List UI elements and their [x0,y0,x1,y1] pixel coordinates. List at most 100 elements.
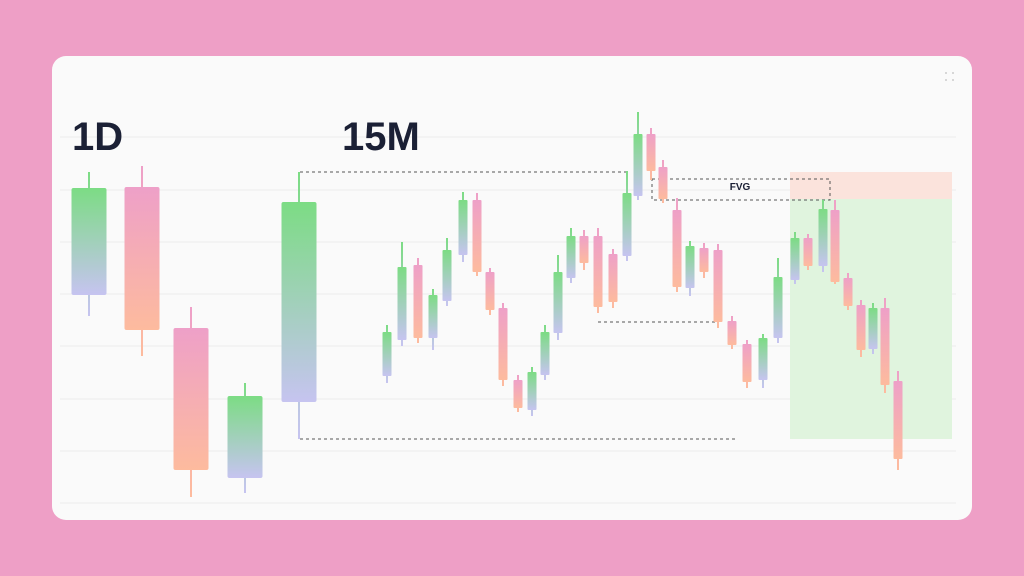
candle-body [727,321,737,345]
candle [540,325,550,380]
candle-body [566,236,576,278]
candle-body [498,308,508,380]
dot [945,79,947,81]
candle-body [442,250,452,301]
candle-body [458,200,468,255]
candles [71,112,903,497]
candle [818,200,828,272]
left-title: 1D [72,115,123,159]
candle-body [579,236,589,263]
candle [71,172,107,316]
candle-body [397,267,407,340]
candle [442,238,452,306]
candle-body [540,332,550,375]
candle [553,255,563,340]
dot [952,79,954,81]
card [52,56,972,520]
candle [593,228,603,313]
candle [227,383,263,493]
candle [498,303,508,386]
candle-body [513,380,523,408]
dot [952,72,954,74]
candle [893,371,903,470]
candle-body [790,238,800,280]
candle-body [658,167,668,199]
candle [773,258,783,343]
candle [428,289,438,350]
candle [727,316,737,349]
candle [397,242,407,346]
candle-body [713,250,723,322]
candle-body [843,278,853,306]
candle-body [472,200,482,272]
candle [622,171,632,261]
candle [830,200,840,284]
candle-body [124,187,160,330]
candle-body [818,209,828,266]
candle-body [868,308,878,349]
candle-body [382,332,392,376]
candle [742,340,752,388]
candle [790,232,800,284]
candle [608,249,618,308]
candle-body [553,272,563,333]
candle-body [685,246,695,288]
candle [513,375,523,412]
candle-body [758,338,768,380]
candle-body [773,277,783,338]
candle-body [413,265,423,338]
stop-zone [790,172,952,199]
candle-body [71,188,107,295]
candle [658,160,668,203]
candle [672,198,682,292]
right-title: 15M [342,115,420,159]
candle-body [646,134,656,171]
candle-body [830,210,840,282]
candle [856,300,866,357]
candle-body [281,202,317,402]
candle [758,334,768,388]
candle-body [173,328,209,470]
candle [281,172,317,439]
candle-body [622,193,632,256]
fvg-label: FVG [730,182,751,193]
candle [880,298,890,393]
candle [843,273,853,310]
fvg-box [651,178,831,201]
dot [945,72,947,74]
candle-body [608,254,618,302]
candle [699,243,709,278]
candle [646,128,656,180]
candle-body [527,372,537,410]
candle-body [803,238,813,266]
candle-body [856,305,866,350]
candle-body [880,308,890,385]
candle [382,325,392,383]
candle-body [485,272,495,310]
candle [566,228,576,283]
candle-body [633,134,643,196]
candle [713,244,723,328]
candle [124,166,160,356]
candle-body [699,248,709,272]
candle-body [428,295,438,338]
candle-body [893,381,903,459]
candle [633,112,643,200]
candle [527,367,537,416]
candle [472,193,482,276]
candle [868,303,878,354]
corner-dots [945,72,954,81]
candle-body [593,236,603,307]
candle-body [227,396,263,478]
candle-body [672,210,682,287]
candle [458,192,468,262]
candle [485,268,495,315]
candle [173,307,209,497]
candle [803,234,813,270]
candle [685,241,695,296]
dashed-levels [300,171,831,440]
candle-body [742,344,752,382]
candle [579,230,589,270]
